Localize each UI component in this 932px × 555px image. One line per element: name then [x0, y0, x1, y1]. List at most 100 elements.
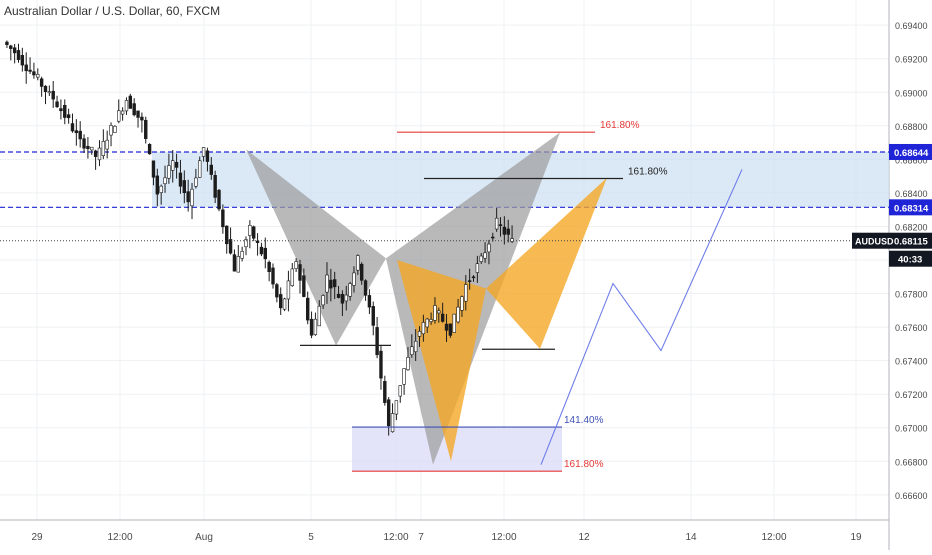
y-tick-label: 0.67800 [895, 290, 928, 300]
countdown-tag: 40:33 [898, 255, 922, 266]
candle-down [267, 261, 271, 273]
candle-down [174, 161, 179, 168]
zone-top-price-tag: 0.68644 [894, 148, 929, 159]
y-tick-label: 0.67200 [895, 390, 928, 400]
candle-down [12, 47, 17, 54]
candle-up [290, 268, 294, 286]
candle-up [124, 100, 129, 112]
candle-down [225, 225, 229, 245]
candle-up [344, 294, 348, 302]
candle-down [151, 160, 156, 178]
symbol-tag: AUDUSD [855, 237, 894, 247]
x-tick-label: Aug [195, 532, 213, 543]
candle-down [448, 323, 453, 336]
fib-label: 161.80% [564, 459, 604, 470]
candle-up [171, 160, 175, 171]
candle-up [317, 305, 321, 327]
candle-down [51, 90, 55, 100]
candle-down [28, 69, 32, 72]
x-tick-label: 5 [308, 532, 314, 543]
x-tick-label: 29 [31, 532, 43, 543]
prz-box [352, 427, 562, 472]
candle-down [128, 95, 133, 109]
x-tick-label: 19 [850, 532, 862, 543]
candle-up [352, 272, 356, 286]
y-tick-label: 0.68400 [895, 189, 928, 199]
candle-down [471, 276, 476, 279]
candle-up [90, 146, 94, 151]
candle-down [275, 284, 279, 298]
candle-up [248, 224, 252, 236]
y-tick-label: 0.68600 [895, 155, 928, 165]
candle-down [39, 78, 44, 87]
candle-down [367, 295, 372, 308]
candle-up [410, 346, 414, 355]
candle-up [113, 125, 117, 133]
candle-down [59, 108, 63, 112]
zone-top-price-tag-bg [889, 143, 932, 160]
x-tick-label: 12:00 [491, 532, 516, 543]
candle-up [198, 160, 202, 178]
candle-down [259, 246, 264, 255]
candle-down [298, 264, 302, 281]
symbol-tag-bg [852, 232, 889, 249]
zone-bottom-price-tag: 0.68314 [894, 203, 929, 214]
candle-up [390, 413, 395, 433]
candle-down [74, 130, 79, 134]
candle-down [78, 130, 82, 140]
candle-down [66, 114, 71, 119]
candle-down [205, 150, 210, 162]
orange-pattern-xab [397, 260, 486, 462]
candle-down [24, 64, 28, 72]
candle-down [147, 144, 152, 155]
candle-down [309, 318, 314, 336]
candle-up [479, 255, 483, 262]
candle-up [394, 400, 399, 415]
candle-up [464, 284, 468, 302]
x-tick-label: 14 [685, 532, 697, 543]
candle-down [186, 191, 190, 203]
candle-down [63, 104, 67, 118]
candle-up [494, 217, 499, 230]
candle-up [475, 263, 480, 273]
candle-up [433, 305, 437, 321]
candle-down [5, 41, 9, 45]
candle-down [386, 399, 391, 427]
x-tick-label: 7 [418, 532, 424, 543]
candle-down [9, 45, 13, 49]
candle-down [43, 85, 48, 92]
candle-down [32, 71, 36, 76]
candle-up [398, 385, 402, 397]
x-tick-label: 12:00 [383, 532, 408, 543]
candle-down [329, 279, 333, 289]
candle-up [163, 177, 167, 185]
candle-up [510, 238, 514, 242]
candle-up [47, 91, 52, 94]
candle-down [209, 164, 213, 175]
candle-down [217, 189, 221, 210]
candle-down [302, 275, 306, 297]
candle-up [244, 239, 248, 248]
chart-title: Australian Dollar / U.S. Dollar, 60, FXC… [4, 4, 221, 18]
candle-down [506, 228, 510, 235]
fib-label: 161.80% [600, 120, 640, 131]
last-price-tag: 0.68115 [894, 237, 929, 248]
candle-up [425, 318, 429, 328]
candle-down [228, 239, 233, 254]
candle-down [182, 180, 187, 194]
y-tick-label: 0.68200 [895, 222, 928, 232]
y-tick-label: 0.66800 [895, 457, 928, 467]
candle-down [213, 175, 217, 198]
candle-up [413, 340, 418, 353]
candle-up [456, 306, 460, 323]
candle-down [136, 110, 140, 118]
candle-down [467, 280, 472, 282]
candle-down [20, 55, 25, 66]
candle-down [332, 279, 337, 288]
orange-pattern-bcd [486, 177, 607, 349]
candle-up [240, 251, 244, 259]
x-tick-label: 12:00 [107, 532, 132, 543]
candle-down [16, 50, 21, 60]
y-tick-label: 0.69400 [895, 21, 928, 31]
